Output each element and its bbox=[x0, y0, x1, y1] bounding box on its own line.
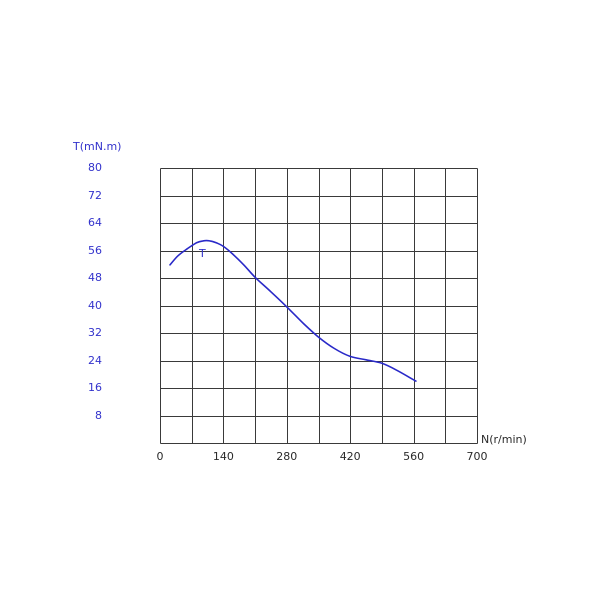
y-axis-tick-label: 24 bbox=[88, 353, 102, 367]
x-axis-title: N(r/min) bbox=[481, 433, 527, 446]
y-axis-tick-label: 16 bbox=[88, 381, 102, 394]
y-axis-tick-label: 80 bbox=[88, 161, 102, 174]
curve-label: T bbox=[199, 246, 206, 260]
y-axis-tick-label: 40 bbox=[88, 298, 102, 312]
y-axis-tick-label: 64 bbox=[88, 216, 102, 229]
y-axis-tick-label: 48 bbox=[88, 271, 102, 284]
x-axis-tick-label: 140 bbox=[212, 450, 234, 463]
x-axis-tick-label: 700 bbox=[466, 450, 488, 463]
grid-lines bbox=[160, 168, 478, 444]
x-axis-tick-label: 280 bbox=[276, 450, 298, 463]
y-axis-tick-label: 56 bbox=[88, 243, 102, 257]
torque-curve bbox=[169, 239, 417, 382]
x-axis-tick-label: 560 bbox=[403, 450, 425, 463]
y-axis-title: T(mN.m) bbox=[73, 140, 122, 153]
y-axis-tick-label: 72 bbox=[88, 188, 102, 202]
y-axis-tick-label: 8 bbox=[95, 408, 102, 422]
x-axis-tick-label: 0 bbox=[156, 450, 164, 463]
x-axis-tick-label: 420 bbox=[339, 450, 361, 463]
y-axis-tick-label: 32 bbox=[88, 326, 102, 339]
